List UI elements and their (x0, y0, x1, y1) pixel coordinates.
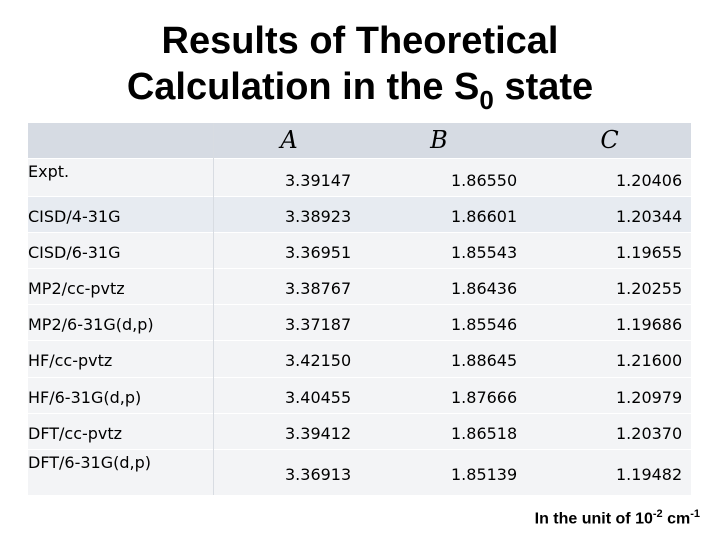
slide-title: Results of Theoretical Calculation in th… (0, 18, 720, 115)
value-b: 1.86550 (451, 171, 518, 190)
row-divider (28, 232, 691, 233)
row-divider (28, 158, 691, 159)
row-divider (28, 413, 691, 414)
row-divider (28, 449, 691, 450)
method-cell-bg (28, 268, 213, 304)
value-cells-bg (214, 340, 691, 377)
value-a: 3.38767 (285, 279, 352, 298)
footnote-prefix: In the unit of 10 (534, 510, 653, 528)
value-a: 3.39412 (285, 424, 352, 443)
value-c: 1.20344 (616, 207, 683, 226)
value-cells-bg (214, 377, 691, 413)
header-corner-cell (28, 123, 213, 158)
method-cell-bg (28, 377, 213, 413)
row-divider (28, 304, 691, 305)
table-row: CISD/6-31G 3.36951 1.85543 1.19655 (28, 232, 691, 268)
value-c: 1.20255 (616, 279, 683, 298)
value-a: 3.39147 (285, 171, 352, 190)
value-c: 1.20370 (616, 424, 683, 443)
method-cell-bg (28, 304, 213, 340)
results-table: A B C Expt. 3.39147 1.86550 1.20406 CISD/4-3… (28, 123, 691, 495)
table-row: DFT/6-31G(d,p) 3.36913 1.85139 1.19482 (28, 449, 691, 495)
table-row: CISD/4-31G 3.38923 1.86601 1.20344 (28, 196, 691, 232)
value-c: 1.19482 (616, 465, 683, 484)
value-c: 1.21600 (616, 351, 683, 370)
value-c: 1.19655 (616, 243, 683, 262)
table-row: MP2/cc-pvtz 3.38767 1.86436 1.20255 (28, 268, 691, 304)
value-a: 3.38923 (285, 207, 352, 226)
title-line-2-suffix: state (493, 66, 594, 108)
header-value-cells (214, 123, 691, 158)
method-label: MP2/cc-pvtz (28, 279, 125, 298)
method-cell-bg (28, 340, 213, 377)
column-header-b: B (430, 126, 448, 154)
value-cells-bg (214, 232, 691, 268)
method-cell-bg (28, 449, 213, 495)
method-cell-bg (28, 158, 213, 196)
value-c: 1.19686 (616, 315, 683, 334)
value-a: 3.40455 (285, 388, 352, 407)
row-divider (28, 340, 691, 341)
table-row: DFT/cc-pvtz 3.39412 1.86518 1.20370 (28, 413, 691, 449)
value-b: 1.85543 (451, 243, 518, 262)
method-label: CISD/6-31G (28, 243, 121, 262)
method-label: DFT/cc-pvtz (28, 424, 123, 443)
method-cell-bg (28, 196, 213, 232)
method-label: Expt. (28, 162, 70, 181)
title-line-2-prefix: Calculation in the S (126, 66, 480, 108)
method-cell-bg (28, 232, 213, 268)
value-a: 3.36913 (285, 465, 352, 484)
table-row: Expt. 3.39147 1.86550 1.20406 (28, 158, 691, 196)
value-cells-bg (214, 413, 691, 449)
row-divider (28, 377, 691, 378)
column-divider (213, 123, 214, 495)
value-b: 1.85139 (451, 465, 518, 484)
title-line-2: Calculation in the S0 state (0, 64, 720, 115)
units-footnote: In the unit of 10-2 cm-1 (535, 508, 700, 528)
value-c: 1.20979 (616, 388, 683, 407)
footnote-exponent-1: -2 (652, 508, 663, 520)
method-label: HF/6-31G(d,p) (28, 388, 142, 407)
table-header: A B C (28, 123, 691, 158)
value-cells-bg (214, 449, 691, 495)
value-b: 1.85546 (451, 315, 518, 334)
value-b: 1.88645 (451, 351, 518, 370)
value-cells-bg (214, 158, 691, 196)
value-cells-bg (214, 304, 691, 340)
value-b: 1.86518 (451, 424, 518, 443)
row-divider (28, 268, 691, 269)
value-b: 1.87666 (451, 388, 518, 407)
method-label: CISD/4-31G (28, 207, 121, 226)
footnote-exponent-2: -1 (690, 508, 700, 520)
value-cells-bg (214, 268, 691, 304)
footnote-unit: cm (662, 510, 691, 528)
title-line-1: Results of Theoretical (161, 20, 559, 62)
value-a: 3.42150 (285, 351, 352, 370)
table-row: HF/cc-pvtz 3.42150 1.88645 1.21600 (28, 340, 691, 377)
column-header-c: C (600, 126, 619, 154)
column-header-a: A (280, 126, 298, 154)
method-label: HF/cc-pvtz (28, 351, 113, 370)
value-c: 1.20406 (616, 171, 683, 190)
table-row: HF/6-31G(d,p) 3.40455 1.87666 1.20979 (28, 377, 691, 413)
value-b: 1.86601 (451, 207, 518, 226)
value-b: 1.86436 (451, 279, 518, 298)
row-divider (28, 196, 691, 197)
value-a: 3.37187 (285, 315, 352, 334)
method-label: DFT/6-31G(d,p) (28, 453, 151, 472)
method-label: MP2/6-31G(d,p) (28, 315, 154, 334)
title-subscript: 0 (479, 85, 494, 115)
method-cell-bg (28, 413, 213, 449)
value-cells-bg (214, 196, 691, 232)
value-a: 3.36951 (285, 243, 352, 262)
table-row: MP2/6-31G(d,p) 3.37187 1.85546 1.19686 (28, 304, 691, 340)
